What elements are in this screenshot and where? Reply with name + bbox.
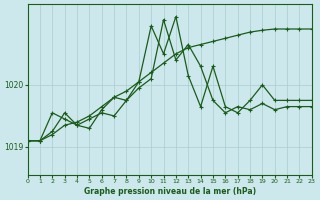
X-axis label: Graphe pression niveau de la mer (hPa): Graphe pression niveau de la mer (hPa) [84, 187, 256, 196]
